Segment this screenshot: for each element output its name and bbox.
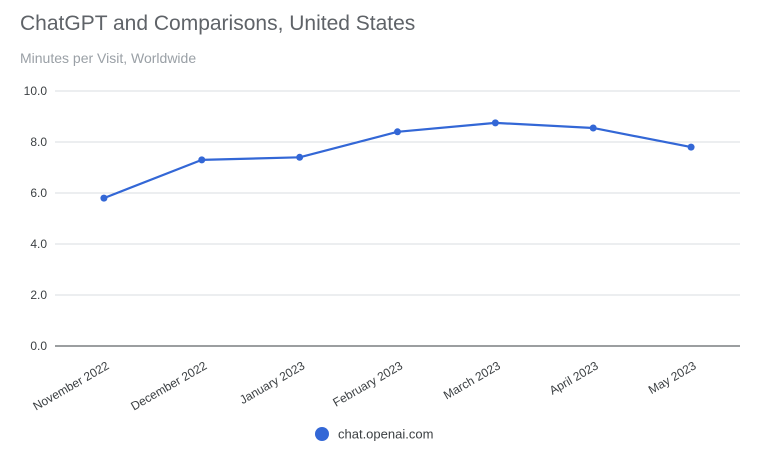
x-axis-ticks: November 2022 December 2022 January 2023 Fe…	[30, 358, 698, 413]
x-tick-label: November 2022	[30, 358, 111, 413]
legend-label: chat.openai.com	[338, 427, 433, 442]
gridlines	[55, 90, 740, 347]
y-tick-label: 6.0	[30, 186, 47, 200]
y-axis-ticks: 0.0 2.0 4.0 6.0 8.0 10.0	[24, 84, 48, 353]
data-point[interactable]	[394, 128, 401, 136]
data-point[interactable]	[589, 124, 597, 132]
x-tick-label: December 2022	[128, 358, 209, 413]
y-tick-label: 10.0	[24, 84, 48, 98]
data-point[interactable]	[687, 143, 695, 151]
y-tick-label: 0.0	[30, 339, 47, 353]
legend[interactable]: chat.openai.com	[315, 427, 433, 442]
data-point[interactable]	[491, 119, 499, 127]
y-tick-label: 8.0	[30, 135, 47, 149]
chart-subtitle: Minutes per Visit, Worldwide	[20, 50, 197, 66]
series-layer	[100, 119, 695, 202]
y-tick-label: 4.0	[30, 237, 47, 251]
x-tick-label: April 2023	[547, 358, 601, 397]
x-tick-label: January 2023	[237, 358, 307, 407]
data-point[interactable]	[100, 194, 108, 202]
data-point[interactable]	[296, 153, 304, 161]
x-tick-label: May 2023	[646, 358, 699, 397]
y-tick-label: 2.0	[30, 288, 47, 302]
chart-title: ChatGPT and Comparisons, United States	[20, 12, 416, 35]
legend-marker	[315, 427, 329, 441]
x-tick-label: February 2023	[330, 358, 405, 409]
data-point[interactable]	[198, 156, 206, 164]
x-tick-label: March 2023	[441, 358, 503, 402]
